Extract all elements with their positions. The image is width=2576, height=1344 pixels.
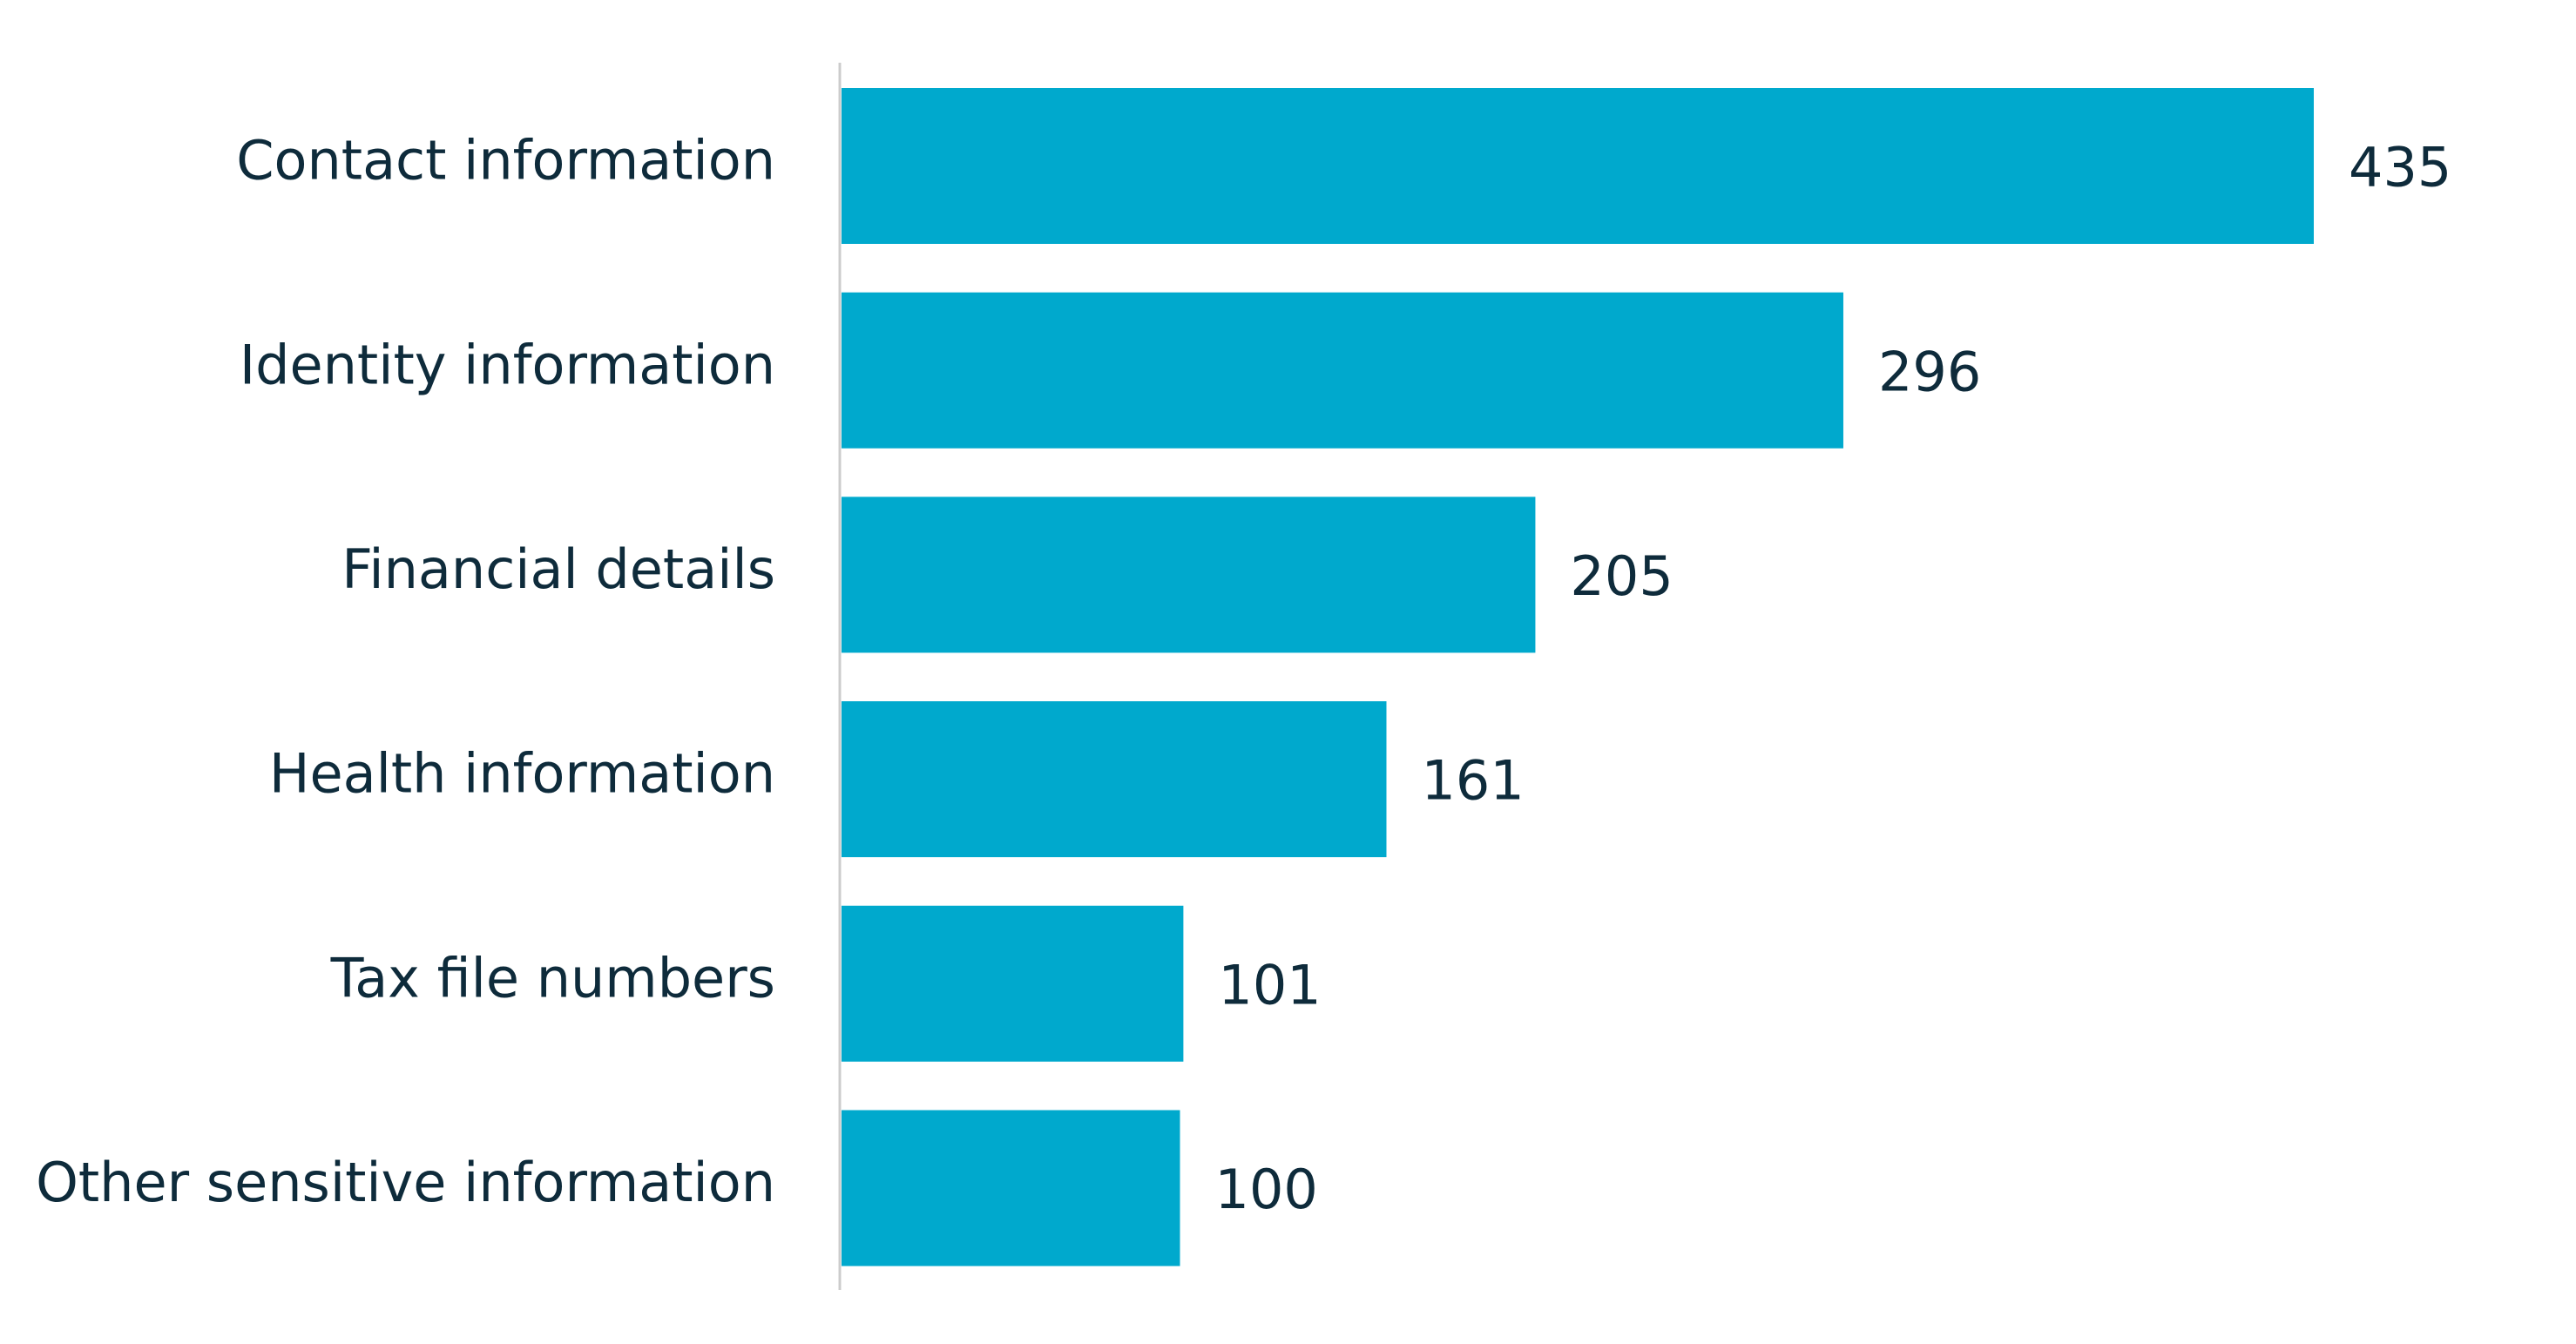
category-label: Other sensitive information [36, 1151, 775, 1214]
value-label: 161 [1421, 749, 1524, 813]
category-label: Identity information [240, 333, 775, 396]
category-label: Financial details [341, 537, 775, 601]
value-label: 296 [1878, 340, 1981, 403]
bar [842, 701, 1387, 858]
value-label: 101 [1218, 953, 1321, 1016]
bar [842, 905, 1184, 1062]
value-label: 100 [1215, 1158, 1318, 1221]
category-label: Health information [269, 742, 775, 806]
bar [842, 1110, 1180, 1266]
category-label: Tax file numbers [330, 946, 775, 1010]
value-label: 435 [2349, 136, 2451, 199]
bar [842, 88, 2314, 244]
value-label: 205 [1570, 544, 1673, 608]
category-label: Contact information [236, 129, 775, 192]
bar [842, 292, 1843, 449]
bar [842, 496, 1536, 653]
